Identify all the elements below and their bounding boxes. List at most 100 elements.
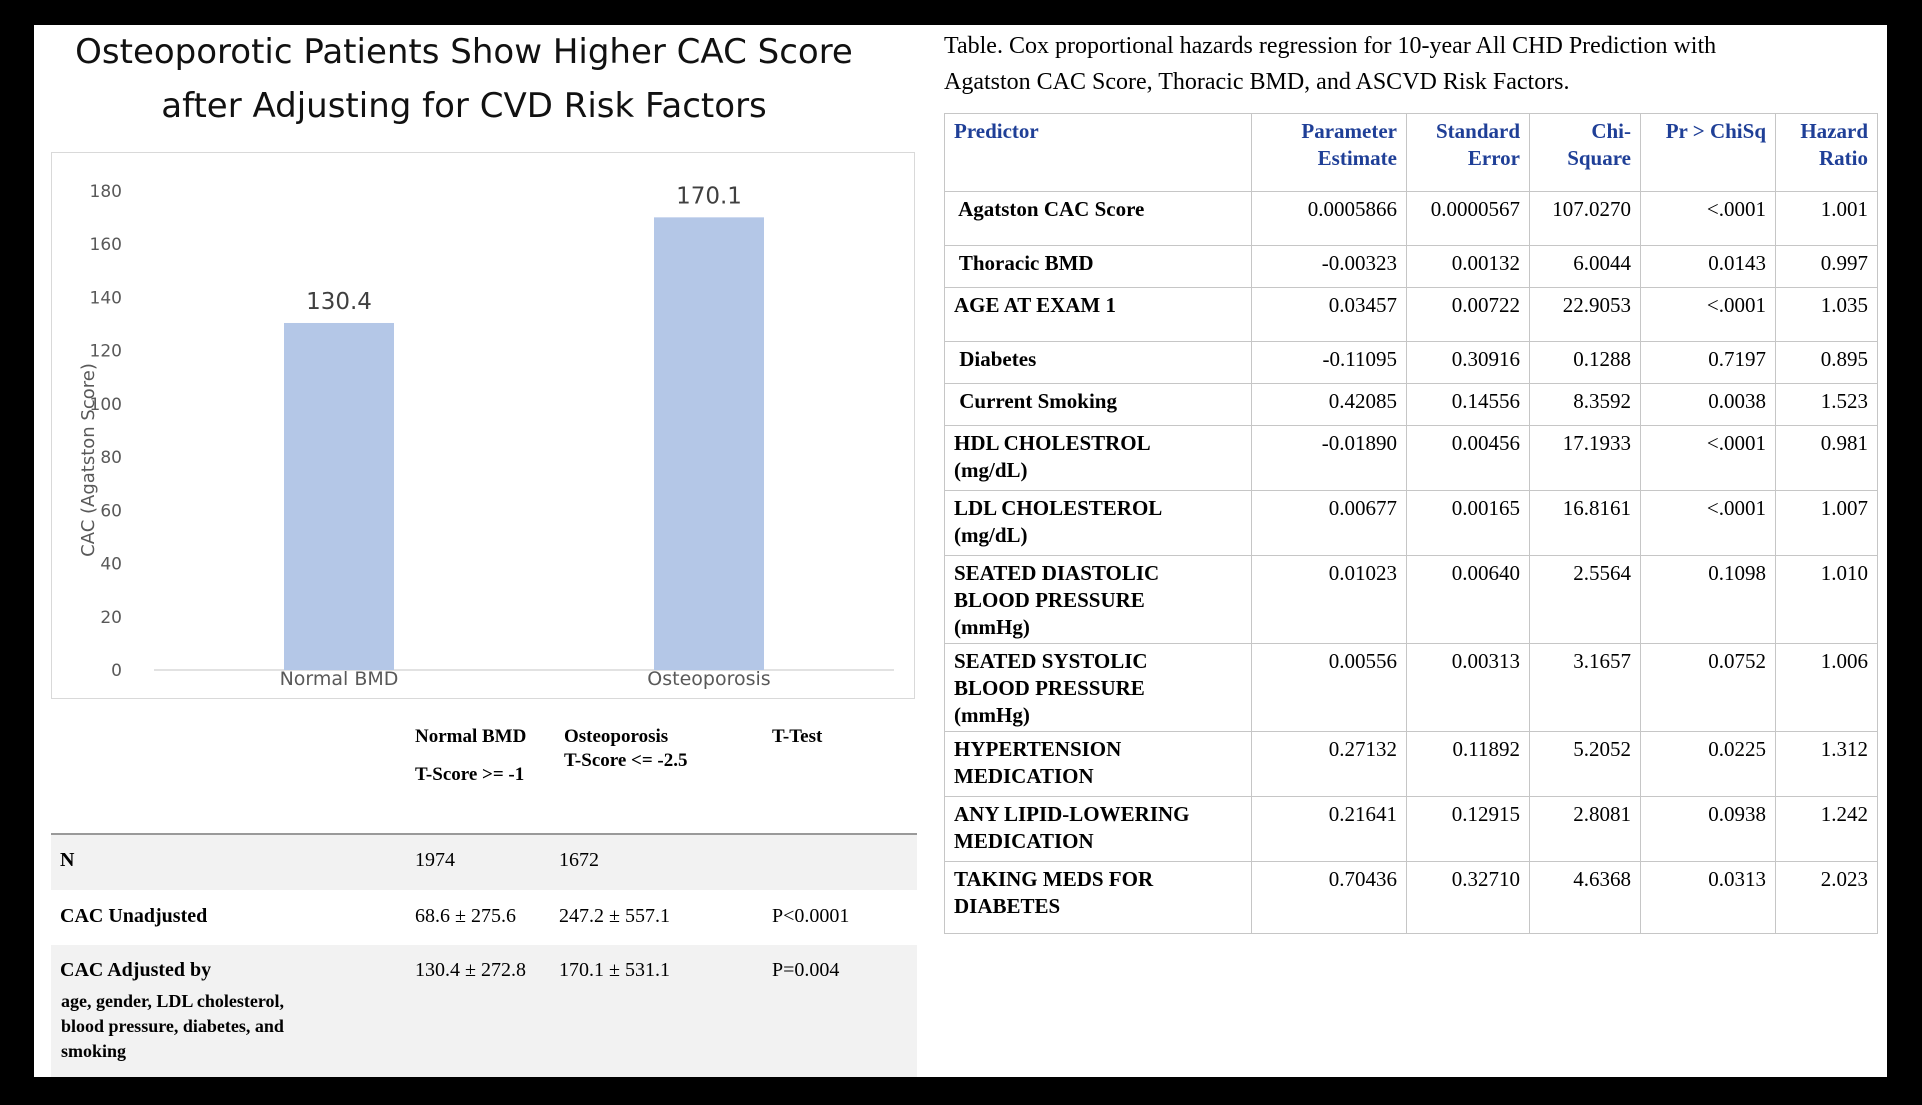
standard-error-value: 0.00722 <box>1406 287 1530 342</box>
chi-square-value: 8.3592 <box>1529 383 1641 426</box>
standard-error-value: 0.00640 <box>1406 555 1530 644</box>
predictor-line: BLOOD PRESSURE <box>954 588 1145 612</box>
chart-title-line2: after Adjusting for CVD Risk Factors <box>161 86 767 126</box>
p-value: 0.0938 <box>1640 796 1776 862</box>
col-standard-error: Standard Error <box>1406 113 1530 192</box>
table-row: ANY LIPID-LOWERING MEDICATION 0.21641 0.129… <box>944 796 1878 862</box>
chi-square-value: 16.8161 <box>1529 490 1641 556</box>
predictor-name: Agatston CAC Score <box>944 191 1252 246</box>
p-value: 0.0143 <box>1640 245 1776 288</box>
p-value: 0.0313 <box>1640 861 1776 934</box>
predictor-line: BLOOD PRESSURE <box>954 676 1145 700</box>
p-value: 0.0752 <box>1640 643 1776 732</box>
y-tick-label: 20 <box>100 608 122 628</box>
p-value: 0.0038 <box>1640 383 1776 426</box>
predictor-name: SEATED SYSTOLIC BLOOD PRESSURE (mmHg) <box>944 643 1252 732</box>
predictor-line: (mg/dL) <box>954 523 1028 547</box>
y-axis-title: CAC (Agatston Score) <box>78 363 99 557</box>
normal-value: 68.6 ± 275.6 <box>415 905 516 927</box>
hazard-ratio-value: 1.523 <box>1775 383 1878 426</box>
chi-square-value: 107.0270 <box>1529 191 1641 246</box>
header-normal-line2: T-Score >= -1 <box>415 764 525 785</box>
chi-square-value: 22.9053 <box>1529 287 1641 342</box>
col-chi-square: Chi- Square <box>1529 113 1641 192</box>
note-line1: age, gender, LDL cholesterol, <box>61 991 284 1011</box>
table-row: TAKING MEDS FOR DIABETES 0.70436 0.32710 4.6… <box>944 861 1878 934</box>
hazard-ratio-value: 1.035 <box>1775 287 1878 342</box>
col-hazard-ratio: Hazard Ratio <box>1775 113 1878 192</box>
col-predictor: Predictor <box>944 113 1252 192</box>
chi-square-value: 6.0044 <box>1529 245 1641 288</box>
table-row: HDL CHOLESTROL (mg/dL) -0.01890 0.00456 17.1… <box>944 425 1878 491</box>
predictor-line: (mmHg) <box>954 703 1030 727</box>
data-label: 170.1 <box>676 183 742 209</box>
predictor-line: Current Smoking <box>954 389 1117 413</box>
hazard-ratio-value: 1.242 <box>1775 796 1878 862</box>
chi-square-value: 3.1657 <box>1529 643 1641 732</box>
p-value: <.0001 <box>1640 191 1776 246</box>
standard-error-value: 0.14556 <box>1406 383 1530 426</box>
chart-title: Osteoporotic Patients Show Higher CAC Sc… <box>34 25 894 133</box>
chi-square-value: 17.1933 <box>1529 425 1641 491</box>
chi-square-value: 4.6368 <box>1529 861 1641 934</box>
predictor-name: HYPERTENSION MEDICATION <box>944 731 1252 797</box>
predictor-line: TAKING MEDS FOR <box>954 867 1154 891</box>
chi-square-value: 2.8081 <box>1529 796 1641 862</box>
table-row: Thoracic BMD -0.00323 0.00132 6.0044 0.0143 0… <box>944 245 1878 288</box>
bar-chart-svg: 0 20 40 60 80 100 120 140 160 180 130.4 170.1 Norm… <box>78 182 894 690</box>
note-line3: smoking <box>61 1041 127 1061</box>
p-value: 0.7197 <box>1640 341 1776 384</box>
table-row: LDL CHOLESTEROL (mg/dL) 0.00677 0.00165 16.8… <box>944 490 1878 556</box>
p-value: <.0001 <box>1640 287 1776 342</box>
table-row: AGE AT EXAM 1 0.03457 0.00722 22.9053 <.0001… <box>944 287 1878 342</box>
bar-chart: 0 20 40 60 80 100 120 140 160 180 130.4 170.1 Norm… <box>51 152 915 699</box>
predictor-name: TAKING MEDS FOR DIABETES <box>944 861 1252 934</box>
y-tick-label: 140 <box>90 288 122 308</box>
predictor-name: SEATED DIASTOLIC BLOOD PRESSURE (mmHg) <box>944 555 1252 644</box>
estimate-value: 0.00677 <box>1251 490 1407 556</box>
estimate-value: -0.00323 <box>1251 245 1407 288</box>
row-label: N <box>60 849 75 871</box>
osteo-value: 170.1 ± 531.1 <box>559 959 670 981</box>
hazard-ratio-value: 1.010 <box>1775 555 1878 644</box>
summary-table: Normal BMD T-Score >= -1 Osteoporosis T-… <box>51 718 917 1077</box>
chi-square-value: 5.2052 <box>1529 731 1641 797</box>
predictor-line: HDL CHOLESTROL <box>954 431 1151 455</box>
header-osteo-line1: Osteoporosis <box>564 726 669 747</box>
table-row: Diabetes -0.11095 0.30916 0.1288 0.7197 0.895 <box>944 341 1878 384</box>
hazard-ratio-value: 0.895 <box>1775 341 1878 384</box>
estimate-value: 0.70436 <box>1251 861 1407 934</box>
ttest-value: P=0.004 <box>772 959 840 981</box>
y-tick-label: 100 <box>90 395 122 415</box>
chi-square-value: 2.5564 <box>1529 555 1641 644</box>
chart-title-line1: Osteoporotic Patients Show Higher CAC Sc… <box>75 32 853 72</box>
p-value: <.0001 <box>1640 490 1776 556</box>
table-header-row: Predictor Parameter Estimate Standard Erro… <box>944 113 1878 192</box>
predictor-name: AGE AT EXAM 1 <box>944 287 1252 342</box>
figure-panel: Osteoporotic Patients Show Higher CAC Sc… <box>34 25 1887 1077</box>
estimate-value: -0.01890 <box>1251 425 1407 491</box>
regression-table: Predictor Parameter Estimate Standard Erro… <box>944 113 1878 934</box>
p-value: 0.1098 <box>1640 555 1776 644</box>
hazard-ratio-value: 1.001 <box>1775 191 1878 246</box>
table-row: Current Smoking 0.42085 0.14556 8.3592 0.003… <box>944 383 1878 426</box>
regression-table-caption: Table. Cox proportional hazards regressi… <box>944 28 1884 100</box>
estimate-value: 0.42085 <box>1251 383 1407 426</box>
x-tick-label: Osteoporosis <box>647 668 770 690</box>
standard-error-value: 0.12915 <box>1406 796 1530 862</box>
normal-value: 130.4 ± 272.8 <box>415 959 526 981</box>
osteo-value: 247.2 ± 557.1 <box>559 905 670 927</box>
chi-square-value: 0.1288 <box>1529 341 1641 384</box>
predictor-name: Thoracic BMD <box>944 245 1252 288</box>
hazard-ratio-value: 1.006 <box>1775 643 1878 732</box>
standard-error-value: 0.11892 <box>1406 731 1530 797</box>
table-row: N 1974 1672 <box>51 835 917 890</box>
predictor-line: MEDICATION <box>954 829 1094 853</box>
estimate-value: 0.03457 <box>1251 287 1407 342</box>
predictor-line: Agatston CAC Score <box>954 197 1145 221</box>
standard-error-value: 0.00313 <box>1406 643 1530 732</box>
y-tick-label: 40 <box>100 555 122 575</box>
table-row: SEATED DIASTOLIC BLOOD PRESSURE (mmHg) 0.01… <box>944 555 1878 644</box>
header-normal-bmd: Normal BMD T-Score >= -1 <box>415 725 526 787</box>
hazard-ratio-value: 1.312 <box>1775 731 1878 797</box>
